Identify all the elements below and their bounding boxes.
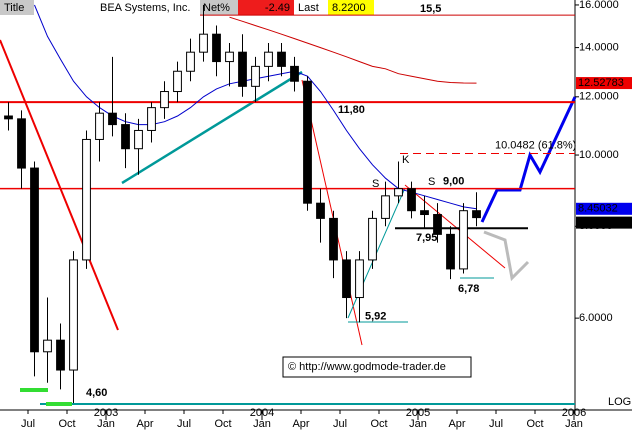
x-tick-label: Apr (136, 418, 153, 430)
x-tick-label: Jan (565, 418, 583, 430)
candle-body (355, 259, 364, 299)
x-tick-label: Oct (526, 418, 543, 430)
x-tick-label: Oct (370, 418, 387, 430)
header-last: 8.2200 (332, 2, 366, 14)
low-label: 6,78 (458, 283, 479, 295)
alt-projection (483, 230, 530, 282)
year-label: 2005 (406, 407, 430, 419)
price-box (576, 202, 632, 215)
candle-body (381, 195, 390, 219)
price-box (576, 216, 632, 229)
candle-body (238, 51, 247, 87)
candle-body (420, 210, 429, 216)
x-tick-label: Jan (409, 418, 427, 430)
candle-body (446, 233, 455, 270)
x-tick-label: Jan (97, 418, 115, 430)
trend-line (301, 79, 363, 346)
level-label: 15,5 (420, 3, 441, 15)
net-box (238, 0, 294, 15)
moving-average (229, 16, 477, 84)
pattern-mark: S (372, 178, 379, 190)
projection (480, 96, 577, 223)
candle-body (30, 167, 39, 353)
trend-line (121, 70, 303, 185)
candle-body (368, 217, 377, 261)
candle-body (394, 188, 403, 197)
candle-body (43, 339, 52, 353)
candle-body (17, 118, 26, 169)
x-tick-label: Oct (58, 418, 75, 430)
year-label: 2004 (250, 407, 274, 419)
candle-body (134, 129, 143, 150)
level-label: 11,80 (338, 104, 365, 116)
level-label: 9,00 (443, 176, 464, 188)
candle-body (316, 202, 325, 219)
candle-body (108, 112, 117, 126)
x-tick-label: Jul (489, 418, 503, 430)
candle-body (290, 65, 299, 82)
x-tick-label: Oct (214, 418, 231, 430)
y-tick-label: 16.0000 (579, 0, 619, 11)
candle-body (186, 51, 195, 72)
scale-label: LOG (608, 396, 631, 408)
price-box-label: 12.52783 (578, 77, 624, 89)
candle-body (4, 115, 13, 120)
y-tick-label: 10.0000 (579, 149, 619, 161)
y-tick-label: 14.0000 (579, 41, 619, 53)
x-tick-label: Jan (253, 418, 271, 430)
x-tick-label: Jul (21, 418, 35, 430)
x-tick-label: Jul (333, 418, 347, 430)
trend-line (404, 184, 506, 269)
candle-body (251, 65, 260, 87)
candle-body (56, 339, 65, 371)
level-label: 7,95 (416, 232, 437, 244)
header-net: -2.49 (265, 2, 290, 14)
x-tick-label: Jul (177, 418, 191, 430)
candle-body (69, 259, 78, 371)
y-tick-label: 12.0000 (579, 91, 619, 103)
price-box-label: 8.45032 (578, 203, 618, 215)
candle-body (329, 217, 338, 261)
y-tick-label: 6.0000 (579, 312, 613, 324)
year-label: 2006 (562, 407, 586, 419)
candle-body (472, 210, 481, 219)
low-label: 5,92 (365, 310, 386, 322)
header-tag: Title (4, 2, 24, 14)
candle-body (303, 80, 312, 204)
header-net-label: Net% (203, 2, 230, 14)
trend-line (0, 39, 119, 331)
level-label: 10.0482 (61.8%) (495, 139, 576, 151)
header-tag-box (0, 0, 34, 15)
candle-body (199, 33, 208, 53)
candle-body (277, 51, 286, 67)
low-label: 4,60 (86, 387, 107, 399)
candle-body (225, 51, 234, 63)
candle-body (147, 107, 156, 131)
pattern-mark: S (428, 176, 435, 188)
price-box-label: 8.2200 (578, 217, 612, 229)
candle-body (160, 91, 169, 109)
last-box (328, 0, 374, 15)
candle-body (459, 210, 468, 270)
header-last-label: Last (298, 2, 319, 14)
candle-body (95, 112, 104, 140)
watermark-box (282, 356, 472, 378)
x-tick-label: Apr (292, 418, 309, 430)
pattern-mark: K (402, 154, 410, 166)
watermark: © http://www.godmode-trader.de (288, 361, 446, 373)
candle-body (342, 259, 351, 299)
price-box (576, 77, 632, 90)
candle-body (212, 33, 221, 63)
candle-body (264, 51, 273, 67)
candle-body (407, 188, 416, 212)
candle-body (433, 214, 442, 235)
net-label-box (200, 0, 238, 15)
candle-body (121, 124, 130, 150)
x-tick-label: Apr (448, 418, 465, 430)
year-label: 2003 (94, 407, 118, 419)
candle-body (173, 70, 182, 93)
header-name: BEA Systems, Inc. (100, 2, 190, 14)
candle-body (82, 138, 91, 261)
